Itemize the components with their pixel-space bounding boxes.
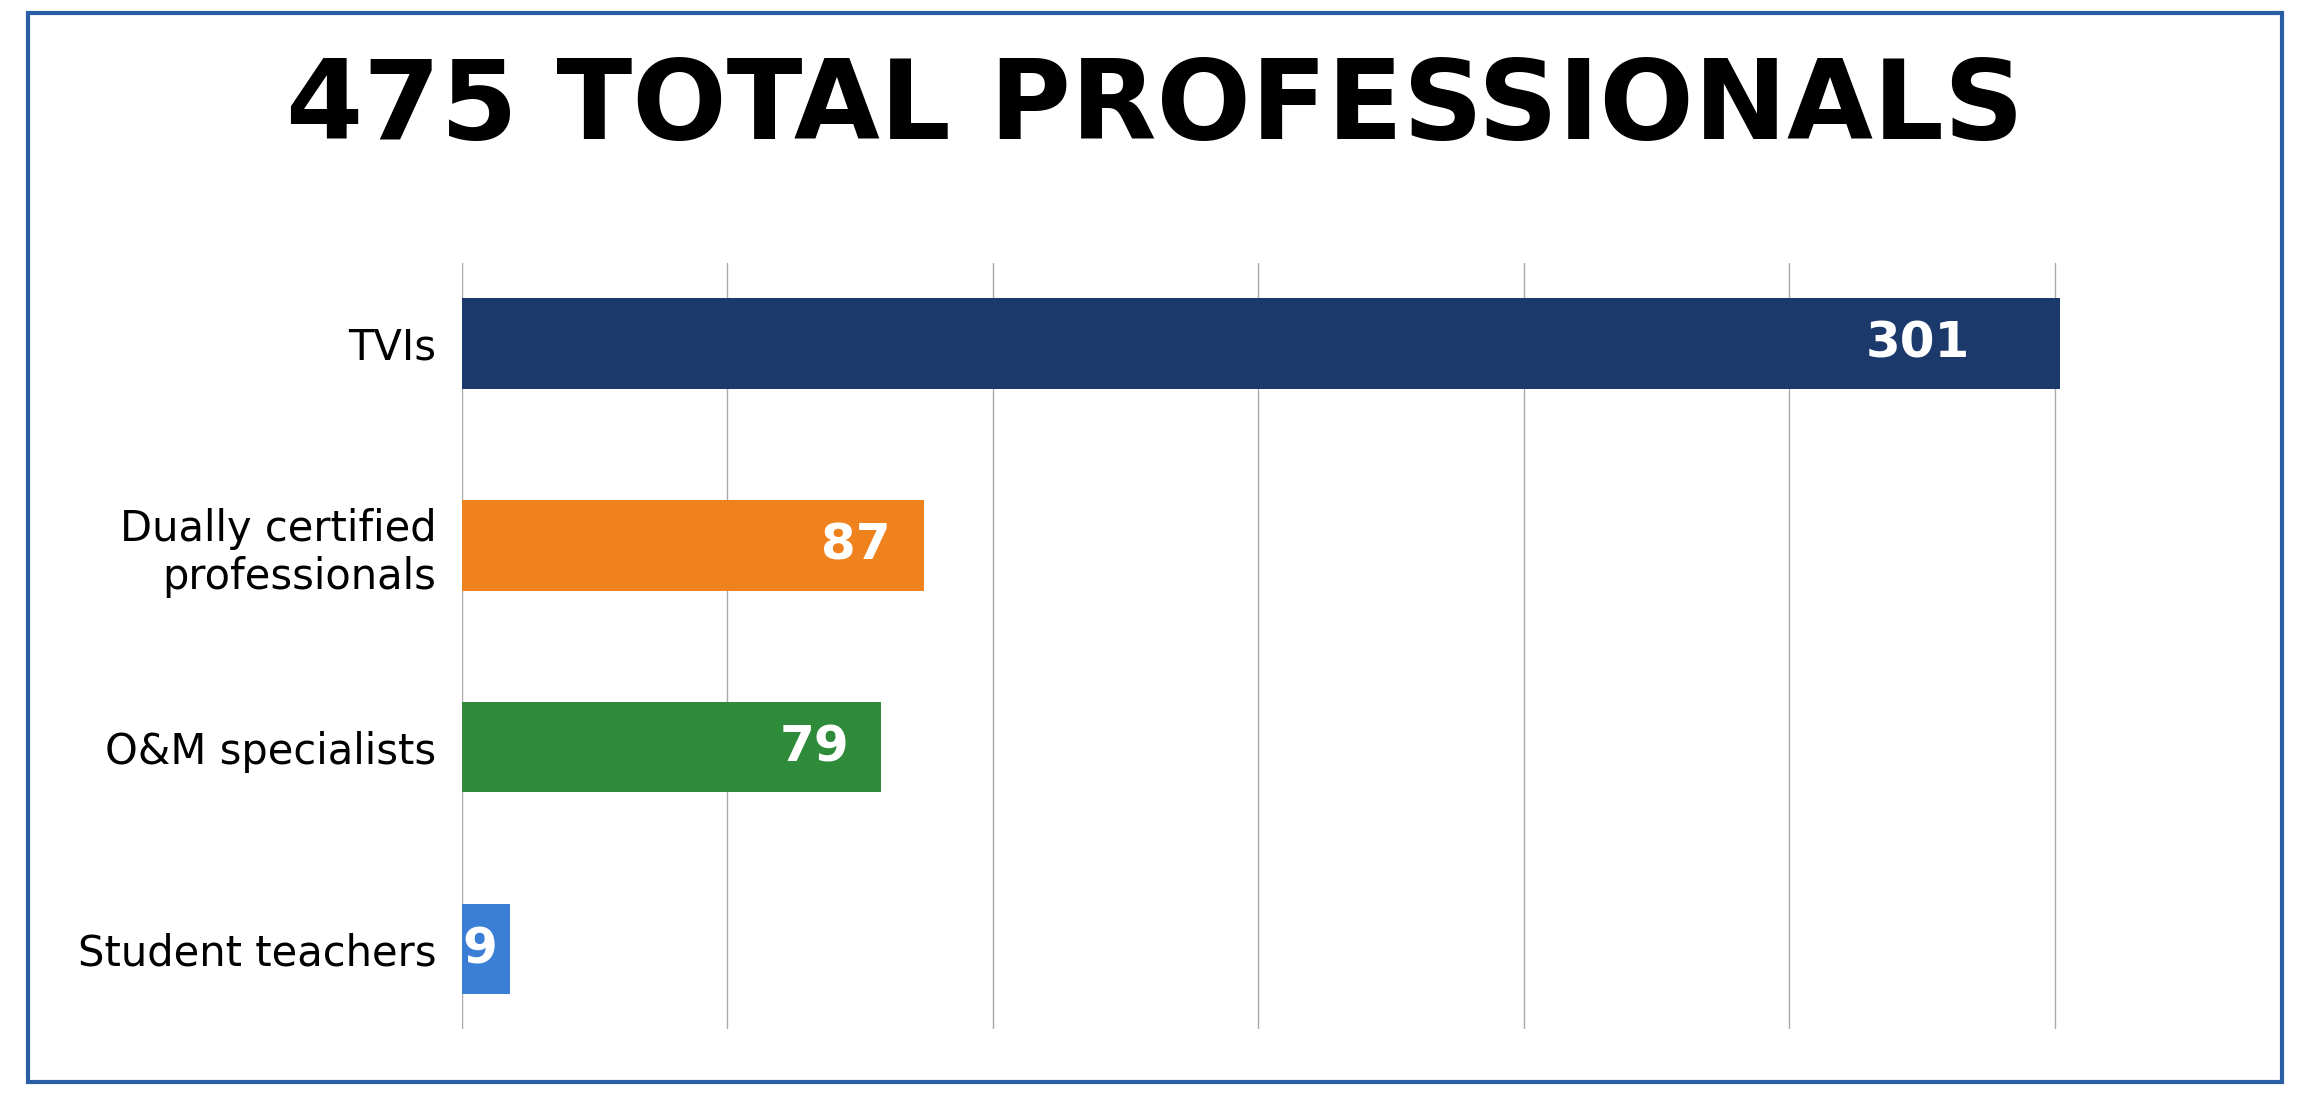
Text: 87: 87 bbox=[820, 521, 889, 569]
Text: 79: 79 bbox=[781, 723, 850, 771]
Bar bbox=[462, 298, 2061, 389]
Text: 301: 301 bbox=[1864, 319, 1970, 367]
Bar bbox=[462, 499, 924, 590]
Bar bbox=[462, 702, 882, 793]
Text: 475 TOTAL PROFESSIONALS: 475 TOTAL PROFESSIONALS bbox=[286, 55, 2024, 162]
Bar bbox=[462, 903, 511, 994]
Text: 9: 9 bbox=[462, 925, 497, 973]
